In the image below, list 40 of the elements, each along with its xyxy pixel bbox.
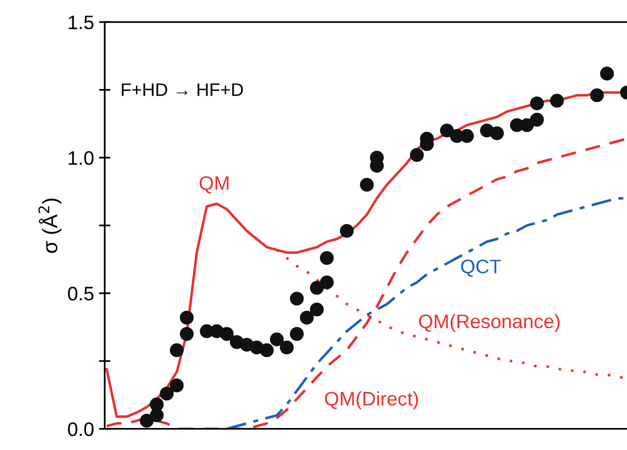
point bbox=[310, 280, 324, 295]
point bbox=[360, 178, 374, 192]
point bbox=[180, 310, 194, 325]
point bbox=[280, 340, 294, 354]
point bbox=[220, 327, 234, 341]
point bbox=[600, 66, 614, 80]
point bbox=[290, 327, 304, 341]
point bbox=[590, 88, 604, 102]
point bbox=[530, 112, 544, 127]
y-tick-label: 1.5 bbox=[68, 16, 94, 30]
y-tick-label: 0.5 bbox=[68, 286, 94, 300]
series-label: QM(Direct) bbox=[324, 391, 418, 410]
point bbox=[410, 148, 424, 162]
series-label: QM bbox=[200, 176, 228, 194]
point bbox=[160, 386, 174, 400]
point bbox=[310, 302, 324, 316]
point bbox=[290, 292, 304, 306]
point bbox=[170, 343, 184, 358]
point bbox=[270, 332, 284, 346]
y-axis-title: σ (Å$^{2}$) bbox=[38, 198, 62, 253]
annotation: F+HD → HF+D bbox=[122, 83, 243, 96]
series-label: QM(Resonance) bbox=[419, 314, 560, 332]
point bbox=[520, 118, 534, 132]
point bbox=[140, 414, 154, 428]
series-label: QCT bbox=[461, 260, 501, 277]
point bbox=[530, 96, 544, 110]
point bbox=[320, 275, 334, 290]
point bbox=[550, 94, 564, 108]
point bbox=[320, 251, 334, 265]
y-tick-label: 0.0 bbox=[68, 422, 94, 436]
y-tick-label: 1.0 bbox=[68, 151, 94, 165]
point bbox=[440, 124, 454, 138]
point bbox=[150, 398, 164, 412]
point bbox=[260, 343, 274, 358]
point bbox=[180, 327, 194, 341]
point bbox=[340, 224, 354, 238]
point bbox=[300, 310, 314, 325]
point bbox=[460, 129, 474, 143]
point bbox=[490, 126, 504, 140]
point bbox=[170, 378, 184, 392]
